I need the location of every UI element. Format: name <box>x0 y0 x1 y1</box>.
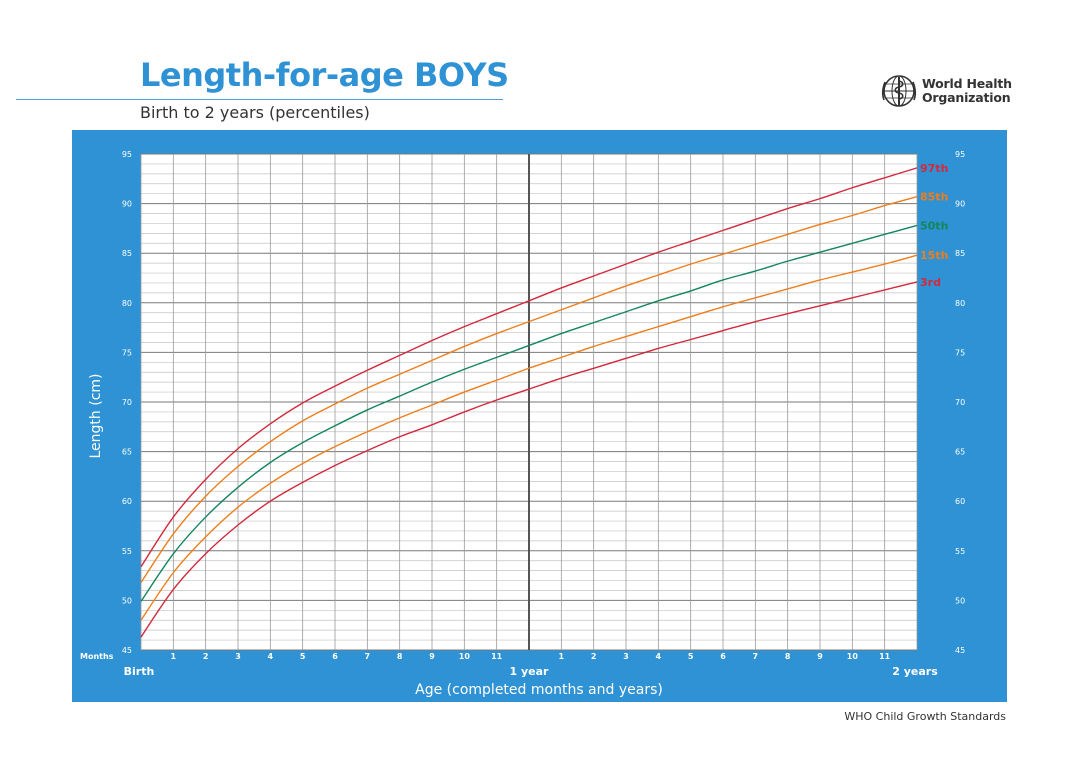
who-logo: World Health Organization <box>880 72 1012 110</box>
chart-subtitle: Birth to 2 years (percentiles) <box>140 103 370 122</box>
y-tick-label-right: 70 <box>955 398 965 407</box>
y-tick-label-left: 65 <box>122 448 132 457</box>
percentile-line-97th <box>140 167 918 568</box>
y-tick-label-right: 90 <box>955 200 965 209</box>
x-tick-label: 10 <box>459 652 471 661</box>
percentile-line-85th <box>140 195 918 583</box>
percentile-line-15th <box>140 254 918 621</box>
y-tick-label-left: 60 <box>122 497 132 506</box>
title-underline <box>16 99 503 100</box>
y-tick-label-right: 95 <box>955 150 965 159</box>
footer-source: WHO Child Growth Standards <box>844 710 1006 723</box>
y-tick-label-left: 95 <box>122 150 132 159</box>
x-tick-label: 1 <box>171 652 177 661</box>
y-tick-label-left: 75 <box>122 348 132 357</box>
x-unit-label: Months <box>80 652 114 661</box>
x-tick-label: 3 <box>623 652 629 661</box>
y-tick-label-right: 50 <box>955 596 965 605</box>
x-tick-label: 5 <box>688 652 694 661</box>
y-tick-label-right: 85 <box>955 249 965 258</box>
y-tick-label-right: 75 <box>955 348 965 357</box>
y-tick-label-right: 55 <box>955 547 965 556</box>
y-tick-label-left: 85 <box>122 249 132 258</box>
x-tick-label: 5 <box>300 652 306 661</box>
x-tick-label: 10 <box>847 652 859 661</box>
x-tick-label: 6 <box>332 652 338 661</box>
percentile-label-85th: 85th <box>920 191 948 204</box>
percentile-lines: 97th 85th 50th 15th 3rd <box>140 162 948 638</box>
y-tick-label-right: 45 <box>955 646 965 655</box>
x-tick-label: 2 <box>203 652 209 661</box>
chart-title: Length-for-age BOYS <box>140 56 509 94</box>
y-tick-label-right: 80 <box>955 299 965 308</box>
x-tick-label: 7 <box>753 652 759 661</box>
y-tick-label-left: 50 <box>122 596 132 605</box>
y-tick-label-right: 65 <box>955 448 965 457</box>
x-tick-label: 1 year <box>510 665 550 678</box>
x-tick-label: 9 <box>429 652 435 661</box>
who-name-line1: World Health <box>922 76 1012 91</box>
x-tick-label: 3 <box>235 652 241 661</box>
x-tick-label: 2 <box>591 652 597 661</box>
percentile-line-3rd <box>140 281 918 638</box>
x-tick-label: 1 <box>559 652 565 661</box>
x-tick-label: 2 years <box>892 665 938 678</box>
grid <box>140 153 918 651</box>
who-name-line2: Organization <box>922 90 1011 105</box>
x-tick-label: 9 <box>817 652 823 661</box>
x-tick-label: 4 <box>268 652 274 661</box>
x-tick-label: 8 <box>397 652 403 661</box>
x-tick-label: 6 <box>720 652 726 661</box>
y-tick-label-left: 70 <box>122 398 132 407</box>
x-tick-label: Birth <box>124 665 155 678</box>
who-name: World Health Organization <box>922 77 1012 105</box>
y-tick-label-right: 60 <box>955 497 965 506</box>
y-tick-label-left: 80 <box>122 299 132 308</box>
percentile-label-97th: 97th <box>920 162 948 175</box>
who-emblem-icon <box>881 75 917 107</box>
percentile-label-3rd: 3rd <box>920 276 941 289</box>
y-axis-label: Length (cm) <box>88 374 104 459</box>
chart-panel: 97th 85th 50th 15th 3rd 45 45 50 50 55 55 60 60 65 65… <box>72 130 1007 702</box>
x-tick-label: 11 <box>491 652 503 661</box>
x-tick-label: 4 <box>656 652 662 661</box>
y-tick-label-left: 45 <box>122 646 132 655</box>
percentile-label-50th: 50th <box>920 219 948 232</box>
percentile-line-50th <box>140 224 918 602</box>
x-tick-label: 8 <box>785 652 791 661</box>
y-tick-label-left: 55 <box>122 547 132 556</box>
x-tick-label: 11 <box>879 652 891 661</box>
y-tick-label-left: 90 <box>122 200 132 209</box>
x-tick-label: 7 <box>365 652 371 661</box>
x-axis-label: Age (completed months and years) <box>415 682 663 698</box>
percentile-label-15th: 15th <box>920 249 948 262</box>
